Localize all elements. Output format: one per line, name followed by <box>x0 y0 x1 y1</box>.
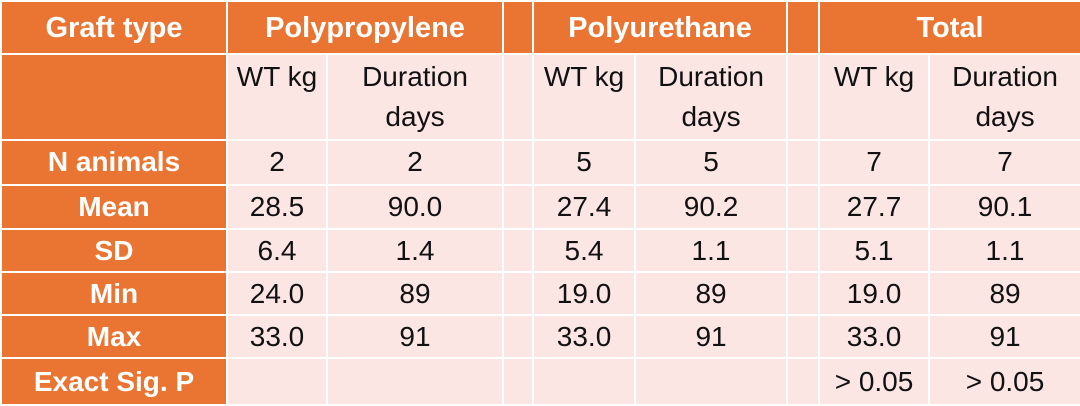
spacer-cell <box>502 0 535 56</box>
polypropylene-header: Polypropylene <box>225 0 505 56</box>
table-cell: 24.0 <box>226 271 328 317</box>
spacer-cell <box>502 138 535 186</box>
table-cell: 5.4 <box>532 228 637 274</box>
row-label: N animals <box>0 138 228 186</box>
wt-label: WT kg <box>833 61 915 93</box>
table-cell: 90.2 <box>634 183 789 231</box>
polyurethane-wt-header: WT kg <box>532 53 637 141</box>
table-cell: 7 <box>928 138 1080 186</box>
table-cell: > 0.05 <box>818 357 931 406</box>
table-cell <box>634 357 789 406</box>
table-cell: 28.5 <box>226 183 328 231</box>
table-cell: 1.1 <box>634 228 789 274</box>
spacer-cell <box>786 138 821 186</box>
table-cell: > 0.05 <box>928 357 1080 406</box>
duration-unit: days <box>681 101 741 133</box>
total-wt-header: WT kg <box>818 53 931 141</box>
polypropylene-duration-header: Duration days <box>325 53 505 141</box>
spacer-cell <box>786 0 821 56</box>
table-row: SD 6.4 1.4 5.4 1.1 5.1 1.1 <box>0 228 1080 274</box>
table-cell: 33.0 <box>818 314 931 360</box>
spacer-cell <box>502 183 535 231</box>
wt-label: WT kg <box>543 61 625 93</box>
total-duration-header: Duration days <box>928 53 1080 141</box>
table-cell: 1.4 <box>325 228 505 274</box>
spacer-cell <box>502 271 535 317</box>
table-cell: 90.0 <box>325 183 505 231</box>
spacer-cell <box>786 314 821 360</box>
polypropylene-wt-header: WT kg <box>226 53 328 141</box>
spacer-cell <box>786 183 821 231</box>
table-row: Max 33.0 91 33.0 91 33.0 91 <box>0 314 1080 360</box>
spacer-cell <box>502 357 535 406</box>
table-cell: 33.0 <box>532 314 637 360</box>
table-cell: 5.1 <box>818 228 931 274</box>
row-label: Mean <box>0 183 228 231</box>
table-cell: 7 <box>818 138 931 186</box>
table-row: Exact Sig. P > 0.05 > 0.05 <box>0 357 1080 406</box>
subheader-row: WT kg Duration days WT kg Duration days WT… <box>0 53 1080 141</box>
graft-type-header: Graft type <box>0 0 228 56</box>
spacer-cell <box>786 357 821 406</box>
duration-unit: days <box>385 101 445 133</box>
duration-label: Duration <box>362 61 468 93</box>
row-label: Min <box>0 271 228 317</box>
table-cell: 27.4 <box>532 183 637 231</box>
table-row: Min 24.0 89 19.0 89 19.0 89 <box>0 271 1080 317</box>
table-cell: 33.0 <box>226 314 328 360</box>
table-row: N animals 2 2 5 5 7 7 <box>0 138 1080 186</box>
table-cell: 19.0 <box>532 271 637 317</box>
table-cell: 89 <box>325 271 505 317</box>
row-label: SD <box>0 228 228 274</box>
table-cell: 2 <box>325 138 505 186</box>
table-cell <box>532 357 637 406</box>
polyurethane-header: Polyurethane <box>532 0 789 56</box>
table-cell: 89 <box>634 271 789 317</box>
table-cell <box>325 357 505 406</box>
table-cell: 91 <box>928 314 1080 360</box>
wt-label: WT kg <box>236 61 318 93</box>
duration-unit: days <box>975 101 1035 133</box>
spacer-cell <box>502 228 535 274</box>
duration-label: Duration <box>952 61 1058 93</box>
table-row: Mean 28.5 90.0 27.4 90.2 27.7 90.1 <box>0 183 1080 231</box>
header-row: Graft type Polypropylene Polyurethane To… <box>0 0 1080 56</box>
polyurethane-duration-header: Duration days <box>634 53 789 141</box>
duration-label: Duration <box>658 61 764 93</box>
spacer-cell <box>502 53 535 141</box>
spacer-cell <box>502 314 535 360</box>
table-cell: 2 <box>226 138 328 186</box>
spacer-cell <box>786 53 821 141</box>
table-cell: 91 <box>634 314 789 360</box>
table-cell: 89 <box>928 271 1080 317</box>
subheader-label-cell <box>0 53 228 141</box>
table-cell: 6.4 <box>226 228 328 274</box>
total-header: Total <box>818 0 1080 56</box>
table-cell: 19.0 <box>818 271 931 317</box>
spacer-cell <box>786 228 821 274</box>
table-cell: 90.1 <box>928 183 1080 231</box>
table-cell <box>226 357 328 406</box>
row-label: Exact Sig. P <box>0 357 228 406</box>
table-cell: 1.1 <box>928 228 1080 274</box>
table-cell: 27.7 <box>818 183 931 231</box>
spacer-cell <box>786 271 821 317</box>
table-cell: 91 <box>325 314 505 360</box>
row-label: Max <box>0 314 228 360</box>
table-cell: 5 <box>532 138 637 186</box>
table-cell: 5 <box>634 138 789 186</box>
